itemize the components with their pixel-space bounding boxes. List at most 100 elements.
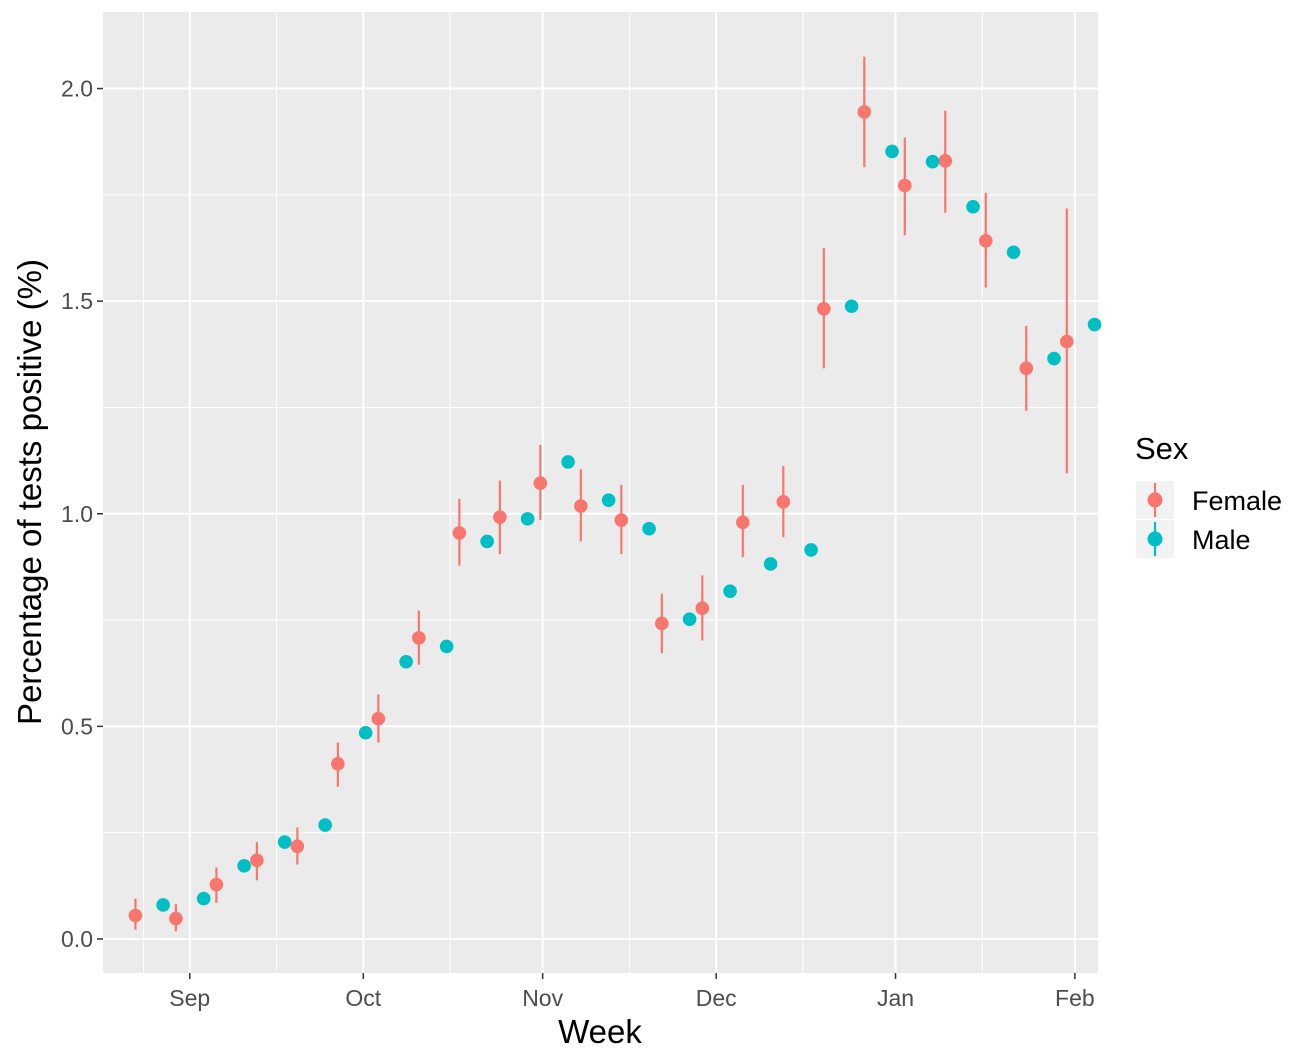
data-point-female — [533, 444, 548, 521]
data-point-male — [196, 891, 211, 906]
data-point-male — [925, 154, 940, 169]
legend-item-female: Female — [1136, 481, 1282, 519]
point-marker — [897, 178, 912, 193]
point-marker — [655, 616, 669, 631]
x-axis-title: Week — [558, 1013, 642, 1048]
data-point-female — [574, 469, 588, 542]
data-point-male — [804, 543, 818, 557]
point-marker — [938, 154, 953, 168]
data-point-female — [736, 484, 750, 558]
point-marker — [1019, 361, 1034, 376]
legend-title: Sex — [1135, 431, 1189, 466]
point-marker — [1047, 351, 1061, 366]
data-point-male — [439, 639, 454, 654]
point-marker — [196, 891, 211, 906]
x-tick-label: Dec — [696, 985, 737, 1011]
data-point-female — [1019, 325, 1034, 411]
point-marker — [250, 853, 264, 868]
data-point-female — [493, 480, 507, 555]
data-point-female — [695, 575, 710, 641]
point-marker — [1087, 317, 1102, 332]
point-marker — [682, 612, 697, 627]
data-point-male — [561, 455, 575, 469]
data-point-male — [1087, 317, 1102, 332]
point-marker — [399, 654, 413, 669]
x-tick-label: Oct — [345, 985, 381, 1011]
y-tick-label: 0.0 — [61, 926, 93, 952]
data-point-female — [1059, 208, 1074, 474]
data-point-female — [614, 484, 629, 555]
data-point-female — [209, 867, 224, 903]
point-marker — [480, 534, 494, 549]
point-marker — [1006, 245, 1021, 260]
legend-key-marker — [1147, 492, 1163, 508]
point-marker — [1059, 334, 1074, 349]
data-point-male — [520, 512, 535, 526]
data-point-male — [1006, 245, 1021, 260]
data-point-female — [655, 593, 669, 654]
y-tick-label: 1.5 — [61, 288, 93, 314]
data-point-male — [480, 534, 494, 549]
y-axis-title: Percentage of tests positive (%) — [11, 259, 48, 725]
point-marker — [318, 818, 332, 832]
point-marker — [695, 601, 710, 615]
point-marker — [978, 233, 993, 248]
legend: Sex Female Male — [1135, 431, 1282, 558]
data-point-female — [897, 137, 912, 236]
data-point-male — [601, 493, 616, 507]
data-point-male — [1047, 351, 1061, 366]
point-marker — [574, 499, 588, 513]
point-marker — [561, 455, 575, 469]
point-marker — [601, 493, 616, 507]
point-marker — [209, 877, 224, 892]
data-point-female — [371, 694, 386, 743]
point-marker — [156, 898, 170, 912]
point-marker — [723, 584, 737, 598]
data-point-female — [169, 904, 183, 932]
data-point-male — [844, 299, 859, 314]
data-point-male — [277, 835, 292, 849]
x-tick-label: Nov — [522, 985, 563, 1011]
data-point-female — [816, 247, 831, 369]
point-marker — [642, 521, 656, 536]
data-marks — [128, 56, 1102, 932]
data-point-male — [156, 898, 170, 912]
point-marker — [371, 711, 386, 726]
point-marker — [439, 639, 454, 654]
data-point-female — [250, 842, 264, 881]
point-marker — [533, 476, 548, 490]
point-marker — [776, 495, 791, 509]
data-point-female — [776, 466, 791, 538]
x-tick-label: Jan — [877, 985, 914, 1011]
point-marker — [614, 513, 629, 527]
data-point-male — [966, 199, 980, 214]
data-point-male — [885, 144, 899, 159]
y-axis: 0.0 0.5 1.0 1.5 2.0 — [61, 76, 103, 952]
data-point-male — [642, 521, 656, 536]
minor-gridlines — [103, 12, 1098, 973]
point-marker — [358, 725, 373, 740]
x-tick-label: Sep — [169, 985, 210, 1011]
data-point-female — [412, 610, 426, 665]
point-marker — [966, 199, 980, 214]
point-marker — [816, 302, 831, 316]
data-point-female — [331, 742, 345, 787]
point-marker — [493, 510, 507, 524]
x-tick-label: Feb — [1055, 985, 1095, 1011]
point-marker — [925, 154, 940, 169]
point-marker — [857, 105, 872, 119]
point-marker — [331, 756, 345, 771]
point-marker — [520, 512, 535, 526]
data-point-female — [290, 827, 305, 865]
data-point-male — [237, 859, 251, 873]
point-marker — [763, 557, 778, 571]
point-marker — [452, 526, 467, 540]
point-marker — [804, 543, 818, 557]
data-point-female — [978, 192, 993, 288]
point-marker — [885, 144, 899, 159]
data-point-male — [763, 557, 778, 571]
data-point-male — [358, 725, 373, 740]
data-point-female — [128, 898, 143, 930]
point-marker — [290, 839, 305, 854]
